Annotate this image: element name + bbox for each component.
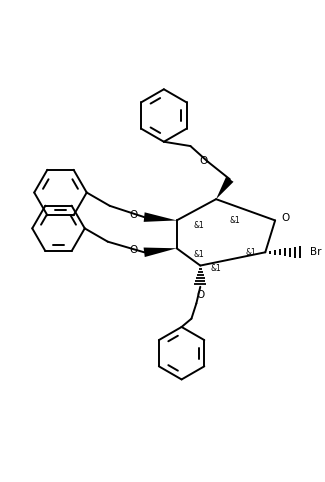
Text: O: O [281, 214, 289, 224]
Text: O: O [196, 290, 204, 300]
Text: Br: Br [310, 247, 321, 257]
Text: O: O [129, 245, 137, 255]
Text: &1: &1 [246, 248, 256, 257]
Text: O: O [199, 156, 207, 166]
Polygon shape [144, 213, 177, 222]
Text: &1: &1 [193, 251, 204, 259]
Text: O: O [129, 210, 137, 220]
Text: &1: &1 [230, 216, 240, 225]
Polygon shape [216, 177, 234, 199]
Text: &1: &1 [193, 221, 204, 230]
Text: &1: &1 [211, 264, 221, 273]
Polygon shape [144, 248, 177, 257]
